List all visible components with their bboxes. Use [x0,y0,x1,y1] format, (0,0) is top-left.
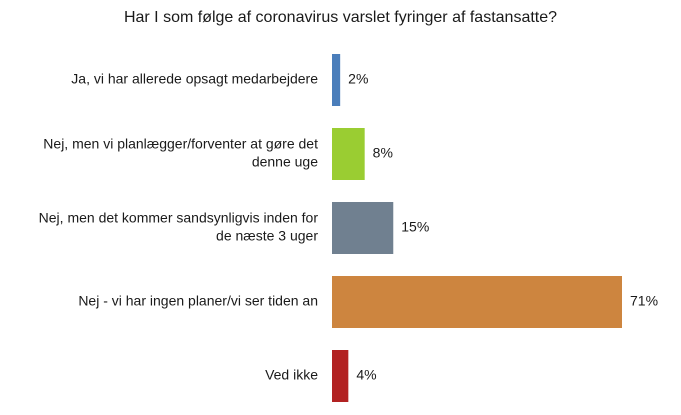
bar-2 [332,128,365,180]
bar-1 [332,54,341,106]
chart-title: Har I som følge af coronavirus varslet f… [123,9,558,26]
data-label-2: 8% [373,145,393,161]
category-label-3: Nej, men det kommer sandsynligvis inden … [39,210,319,244]
data-label-4: 71% [630,293,658,309]
category-label-1: Ja, vi har allerede opsagt medarbejdere [71,71,318,87]
data-label-5: 4% [356,367,376,383]
bar-3 [332,202,394,254]
data-label-3: 15% [401,219,429,235]
data-label-1: 2% [348,71,368,87]
category-label-5: Ved ikke [265,367,318,383]
category-label-2: Nej, men vi planlægger/forventer at gøre… [43,136,318,170]
bar-4 [332,276,622,328]
category-label-4: Nej - vi har ingen planer/vi ser tiden a… [78,293,318,309]
bar-5 [332,350,349,402]
